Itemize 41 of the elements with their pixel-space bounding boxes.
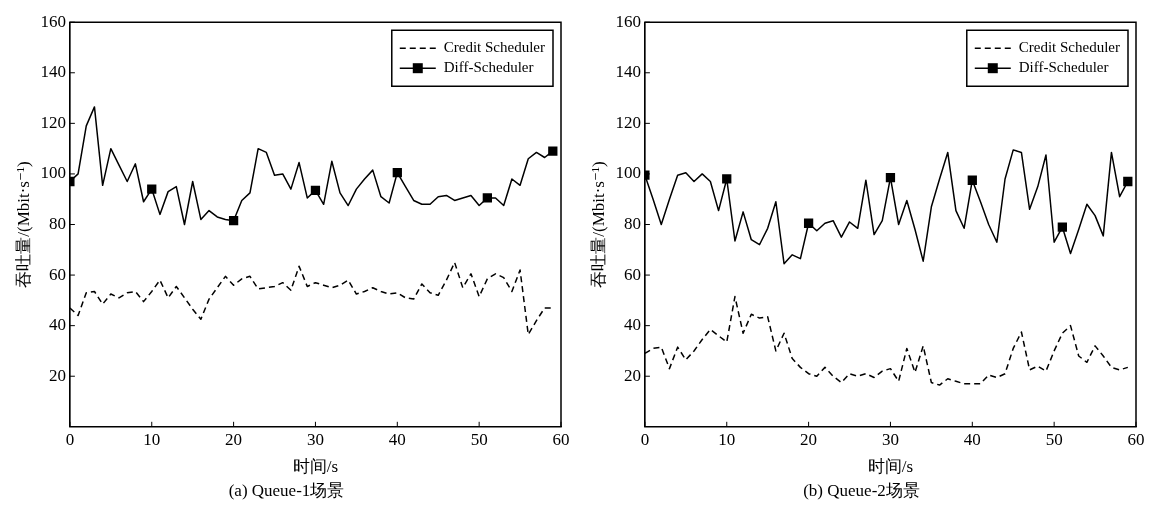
x-axis-title: 时间/s: [292, 456, 339, 476]
x-tick-label: 40: [963, 430, 981, 450]
y-tick-label: 80: [623, 213, 641, 233]
y-tick-label: 80: [48, 213, 66, 233]
y-tick-label: 60: [623, 264, 641, 284]
x-tick-label: 20: [225, 430, 243, 450]
x-tick-label: 0: [65, 430, 75, 450]
point: [722, 174, 732, 184]
x-tick-label: 20: [800, 430, 818, 450]
y-tick-label: 20: [623, 365, 641, 385]
y-tick-label: 120: [615, 112, 641, 132]
legend-label: Credit Scheduler: [443, 39, 546, 56]
x-tick-label: 10: [143, 430, 161, 450]
y-tick-label: 40: [623, 315, 641, 335]
x-tick-label: 60: [1127, 430, 1145, 450]
legend-label: Diff-Scheduler: [443, 59, 534, 76]
y-axis-title: 吞吐量/(Mbit·s⁻¹): [588, 161, 608, 288]
y-tick-label: 60: [48, 264, 66, 284]
x-tick-label: 50: [1045, 430, 1063, 450]
x-tick-label: 50: [470, 430, 488, 450]
legend-label: Diff-Scheduler: [1018, 59, 1109, 76]
y-axis-title: 吞吐量/(Mbit·s⁻¹): [13, 161, 33, 288]
y-tick-label: 100: [615, 163, 641, 183]
x-tick-label: 30: [881, 430, 899, 450]
y-tick-label: 20: [48, 365, 66, 385]
y-tick-label: 40: [48, 315, 66, 335]
y-tick-label: 100: [40, 163, 66, 183]
y-tick-label: 140: [40, 62, 66, 82]
y-tick-label: 120: [40, 112, 66, 132]
x-tick-label: 30: [306, 430, 324, 450]
text: (b) Queue-2场景: [803, 481, 920, 501]
text: (a) Queue-1场景: [228, 481, 345, 501]
x-tick-label: 40: [388, 430, 406, 450]
y-tick-label: 160: [40, 11, 66, 31]
x-tick-label: 60: [552, 430, 570, 450]
legend-label: Credit Scheduler: [1018, 39, 1121, 56]
y-tick-label: 160: [615, 11, 641, 31]
y-tick-label: 140: [615, 62, 641, 82]
x-axis-title: 时间/s: [867, 456, 914, 476]
x-tick-label: 10: [718, 430, 736, 450]
x-tick-label: 0: [640, 430, 650, 450]
